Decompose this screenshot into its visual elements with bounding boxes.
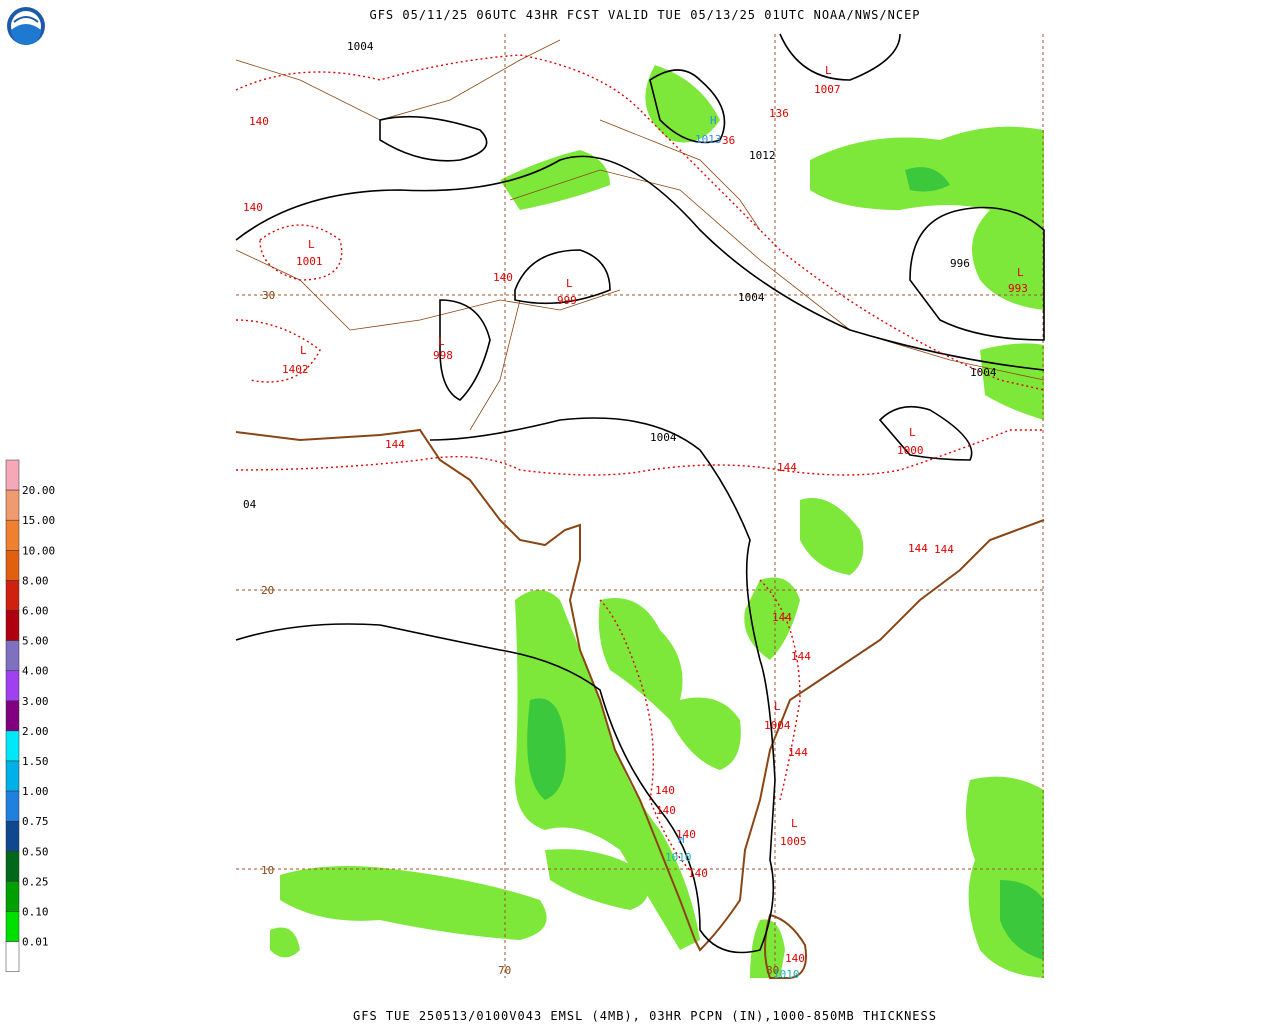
map-label: 1004: [347, 40, 374, 53]
map-label: 144: [934, 543, 954, 556]
map-label: 144: [777, 461, 797, 474]
legend-swatch: [5, 760, 20, 792]
map-label: 140: [655, 784, 675, 797]
map-area: [235, 33, 1045, 979]
map-label: 996: [950, 257, 970, 270]
legend-swatch: [5, 580, 20, 611]
map-label: 1004: [738, 291, 765, 304]
map-label: L: [774, 700, 781, 713]
legend-label: 2.00: [22, 725, 49, 738]
legend-swatch: [5, 881, 20, 912]
map-label: 144: [791, 650, 811, 663]
map-label: 04: [243, 498, 257, 511]
legend-swatch: [5, 700, 20, 732]
map-label: 140: [656, 804, 676, 817]
noaa-logo: [7, 7, 45, 45]
map-label: 144: [385, 438, 405, 451]
map-label: 144: [908, 542, 928, 555]
map-label: 144: [788, 746, 808, 759]
map-label: L: [1017, 266, 1024, 279]
map-label: 1013: [695, 133, 722, 146]
map-label: 1007: [814, 83, 841, 96]
legend-label: 20.00: [22, 484, 55, 497]
map-label: 1012: [749, 149, 776, 162]
map-label: H: [678, 833, 685, 846]
map-label: 1000: [897, 444, 924, 457]
legend-swatch: [5, 670, 20, 702]
legend-swatch: [5, 489, 20, 521]
title: GFS 05/11/25 06UTC 43HR FCST VALID TUE 0…: [369, 8, 920, 22]
map-label: 10: [261, 864, 274, 877]
map-label: 1005: [780, 835, 807, 848]
legend-swatch: [5, 730, 20, 762]
map-label: L: [300, 344, 307, 357]
map-label: 20: [261, 584, 274, 597]
map-label: 140: [493, 271, 513, 284]
legend-label: 0.25: [22, 875, 49, 888]
isobars: [235, 33, 1045, 954]
map-label: 1004: [970, 366, 997, 379]
map-label: H: [710, 114, 717, 127]
legend-label: 5.00: [22, 635, 49, 648]
legend-label: 1.00: [22, 785, 49, 798]
legend-label: 0.75: [22, 815, 49, 828]
legend-label: 0.10: [22, 906, 49, 919]
legend-label: 15.00: [22, 514, 55, 527]
map-label: 36: [722, 134, 735, 147]
map-label: L: [791, 817, 798, 830]
legend-swatch: [5, 820, 20, 852]
map-label: 1010: [665, 851, 692, 864]
map-label: 140: [249, 115, 269, 128]
map-label: 1004: [650, 431, 677, 444]
map-label: 140: [676, 828, 696, 841]
legend-label: 1.50: [22, 755, 49, 768]
map-label: 136: [769, 107, 789, 120]
map-label: 993: [1008, 282, 1028, 295]
map-label: L: [308, 238, 315, 251]
map-label: 80: [766, 964, 779, 977]
legend-swatch: [5, 941, 20, 972]
thickness: [235, 54, 1045, 871]
legend-swatch: [5, 851, 20, 882]
legend-swatch: [5, 550, 20, 581]
legend-swatch: [5, 519, 20, 551]
map-label: 70: [498, 964, 511, 977]
map-label: L: [825, 64, 832, 77]
map-label: 1004: [764, 719, 791, 732]
legend: 20.00 15.00 10.00 8.00 6.00 5.00 4.00 3.00 2.00 1…: [5, 459, 55, 972]
map-label: 998: [433, 349, 453, 362]
map-label: L: [566, 277, 573, 290]
footer: GFS TUE 250513/0100V043 EMSL (4MB), 03HR…: [353, 1009, 937, 1023]
legend-label: 0.01: [22, 936, 49, 949]
legend-swatch: [5, 459, 20, 491]
legend-label: 6.00: [22, 605, 49, 618]
coastline: [235, 39, 1045, 979]
map-label: 140: [688, 867, 708, 880]
graticule: [236, 34, 1044, 978]
map-label: 144: [772, 611, 792, 624]
legend-label: 0.50: [22, 845, 49, 858]
precip-heavy: [527, 167, 1044, 960]
legend-swatch: [5, 790, 20, 822]
legend-label: 4.00: [22, 665, 49, 678]
map-label: 1010: [773, 968, 800, 981]
legend-swatch: [5, 610, 20, 641]
map-label: 1001: [296, 255, 323, 268]
precip: [270, 65, 1044, 978]
map-label: 140: [243, 201, 263, 214]
map-label: L: [909, 426, 916, 439]
legend-label: 8.00: [22, 574, 49, 587]
legend-label: 3.00: [22, 695, 49, 708]
map-label: 30: [262, 289, 275, 302]
map-label: 140: [785, 952, 805, 965]
map-label: L: [438, 335, 445, 348]
legend-swatch: [5, 911, 20, 942]
legend-swatch: [5, 640, 20, 671]
map-label: 1402: [282, 363, 309, 376]
legend-label: 10.00: [22, 544, 55, 557]
map-label: 999: [557, 294, 577, 307]
